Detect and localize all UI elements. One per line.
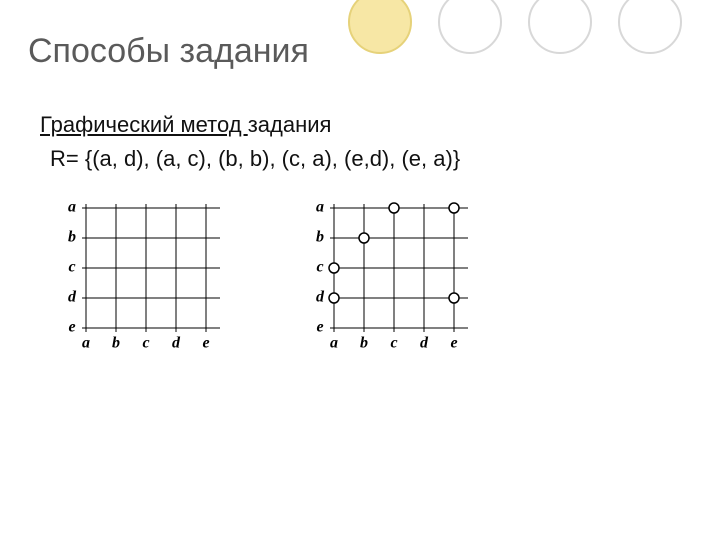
relation-point <box>359 233 369 243</box>
svg-text:a: a <box>68 200 76 216</box>
svg-text:b: b <box>68 229 76 246</box>
relation-definition: R= {(a, d), (a, c), (b, b), (c, a), (e,d… <box>50 146 460 172</box>
grid-diagram: abcdeabcde <box>60 200 228 358</box>
svg-text:d: d <box>316 289 325 306</box>
svg-text:a: a <box>330 335 338 352</box>
svg-text:e: e <box>68 319 75 336</box>
relation-point <box>449 203 459 213</box>
svg-text:b: b <box>112 335 120 352</box>
svg-text:c: c <box>316 259 323 276</box>
page-title: Способы задания <box>28 32 309 71</box>
decorative-circle <box>528 0 592 54</box>
svg-text:b: b <box>316 229 324 246</box>
svg-text:c: c <box>142 335 149 352</box>
svg-text:b: b <box>360 335 368 352</box>
relation-point <box>449 293 459 303</box>
svg-text:c: c <box>68 259 75 276</box>
svg-text:a: a <box>82 335 90 352</box>
relation-point <box>329 293 339 303</box>
svg-text:e: e <box>202 335 209 352</box>
grid-diagram: abcdeabcde <box>308 200 476 358</box>
decorative-circle <box>618 0 682 54</box>
subtitle-rest: задания <box>248 112 332 137</box>
svg-text:a: a <box>316 200 324 216</box>
svg-text:c: c <box>390 335 397 352</box>
decorative-circle <box>438 0 502 54</box>
grid-right: abcdeabcde <box>308 200 476 358</box>
svg-text:d: d <box>420 335 429 352</box>
relation-point <box>329 263 339 273</box>
svg-text:e: e <box>450 335 457 352</box>
svg-text:d: d <box>68 289 77 306</box>
subtitle-underlined: Графический метод <box>40 112 248 137</box>
svg-text:d: d <box>172 335 181 352</box>
subtitle: Графический метод задания <box>40 112 331 138</box>
grids-row: abcdeabcde abcdeabcde <box>60 200 476 358</box>
relation-point <box>389 203 399 213</box>
grid-left: abcdeabcde <box>60 200 228 358</box>
decorative-circle <box>348 0 412 54</box>
svg-text:e: e <box>316 319 323 336</box>
